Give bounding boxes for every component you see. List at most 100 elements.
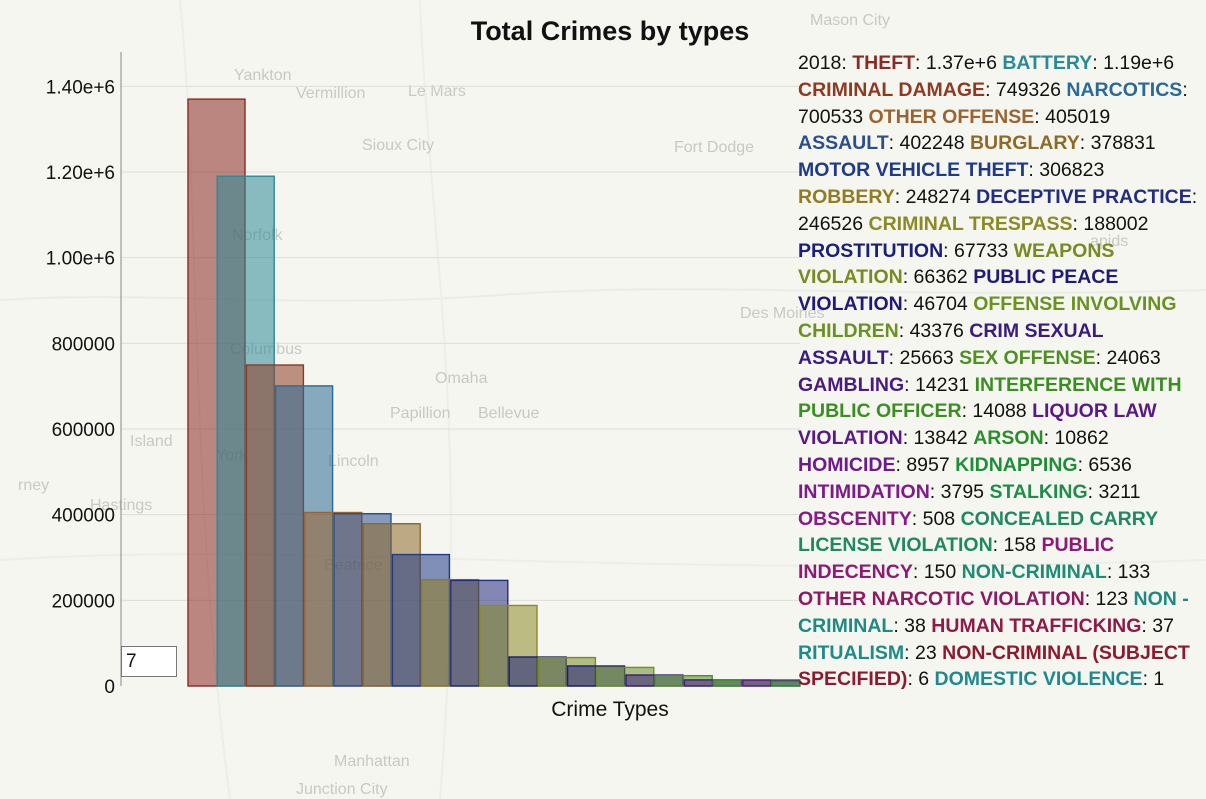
legend-entry-value: : 3795 (929, 480, 985, 503)
legend-entry-label: CRIMINAL TRESPASS (868, 212, 1073, 235)
legend-entry: NARCOTICS: 700533 (798, 79, 1188, 128)
legend-entry: KIDNAPPING: 6536 (955, 454, 1132, 476)
legend-entry-label: PUBLIC INDECENCY (798, 534, 1115, 584)
legend-entry-label: STALKING (989, 480, 1088, 503)
legend-entry-label: CRIMINAL DAMAGE (798, 78, 986, 101)
legend-entry: THEFT: 1.37e+6 (852, 52, 997, 74)
legend-entry-label: RITUALISM (798, 641, 905, 664)
legend-entry-value: : 508 (911, 507, 956, 530)
legend-entry: WEAPONS VIOLATION: 66362 (798, 240, 1114, 289)
legend-entry-label: THEFT (852, 52, 916, 74)
map-place-label: Des Moines (740, 305, 824, 322)
legend-entry-value: : 150 (912, 561, 957, 584)
legend-entry: PUBLIC PEACE VIOLATION: 46704 (798, 266, 1118, 315)
bar-arson[interactable] (771, 680, 801, 687)
frame-input[interactable] (121, 646, 177, 677)
legend-entry-value: : 38 (893, 614, 926, 637)
x-axis-label: Crime Types (551, 698, 668, 721)
y-tick-label: 0 (104, 677, 115, 698)
map-place-label: Junction City (296, 781, 388, 798)
legend-entry-label: HUMAN TRAFFICKING (931, 614, 1142, 637)
legend-entry-value: : 43376 (898, 319, 964, 342)
legend-entry-label: SEX OFFENSE (959, 346, 1096, 369)
legend-entry-value: : 3211 (1087, 480, 1141, 503)
legend-entry-value: : 133 (1106, 561, 1151, 584)
y-tick-label: 400000 (52, 506, 115, 527)
legend-entry: INTIMIDATION: 3795 (798, 481, 984, 503)
legend-entry: ASSAULT: 402248 (798, 132, 965, 154)
legend-entry: GAMBLING: 14231 (798, 374, 969, 396)
legend-entry: DECEPTIVE PRACTICE: 246526 (798, 186, 1197, 235)
bars (187, 98, 801, 687)
legend-entry-label: NON-CRIMINAL (961, 561, 1107, 584)
legend-entry-value: : 306823 (1028, 159, 1105, 182)
legend-entry-label: ASSAULT (798, 132, 889, 155)
map-road (0, 553, 1206, 567)
map-place-label: Lincoln (328, 453, 379, 470)
legend-entry-label: PROSTITUTION (798, 239, 944, 262)
y-tick-label: 1.40e+6 (46, 77, 115, 98)
legend-entry: NON-CRIMINAL: 133 (962, 561, 1151, 583)
map-place-label: Island (130, 433, 173, 450)
map-place-label: Vermillion (296, 85, 365, 102)
legend-entry-label: DOMESTIC VIOLENCE (934, 668, 1143, 691)
legend-entry-label: HOMICIDE (798, 453, 896, 476)
legend-entry: ROBBERY: 248274 (798, 186, 971, 208)
legend-entry-label: OBSCENITY (798, 507, 912, 530)
legend-entry: SEX OFFENSE: 24063 (959, 347, 1161, 369)
legend-entry-label: KIDNAPPING (955, 453, 1078, 476)
legend-entry-label: NON - CRIMINAL (798, 587, 1189, 637)
legend-entry-label: PUBLIC PEACE VIOLATION (798, 266, 1119, 316)
legend-entry-value: : 405019 (1034, 105, 1111, 128)
legend-entry: CONCEALED CARRY LICENSE VIOLATION: 158 (798, 508, 1158, 557)
legend-entry: OTHER NARCOTIC VIOLATION: 123 (798, 588, 1128, 610)
map-place-label: Bellevue (478, 405, 539, 422)
legend-entry: BATTERY: 1.19e+6 (1002, 52, 1174, 74)
legend-entry-label: WEAPONS VIOLATION (798, 239, 1115, 289)
legend-entry-value: : 749326 (985, 78, 1061, 101)
legend-entry-label: CRIM SEXUAL ASSAULT (798, 319, 1104, 369)
legend-entry: BURGLARY: 378831 (970, 132, 1156, 154)
legend-entry: HUMAN TRAFFICKING: 37 (931, 615, 1174, 637)
legend-entry-value: : 1.19e+6 (1092, 52, 1175, 74)
y-tick-label: 800000 (52, 334, 115, 355)
legend-entry: INTERFERENCE WITH PUBLIC OFFICER: 14088 (798, 374, 1182, 423)
legend-entry: CRIMINAL DAMAGE: 749326 (798, 79, 1061, 101)
y-tick-label: 1.00e+6 (46, 249, 115, 270)
map-place-label: Fort Dodge (674, 139, 754, 156)
legend-entry-value: : 25663 (888, 346, 954, 369)
legend-entry-value: : 1.37e+6 (915, 52, 997, 74)
legend-entry-value: : 248274 (894, 185, 971, 208)
map-place-label: Yankton (234, 67, 292, 84)
map-place-label: Manhattan (334, 753, 410, 770)
legend-entry-value: : 24063 (1095, 346, 1161, 369)
legend-entry-value: : 158 (992, 534, 1037, 557)
legend-entry-value: : 13842 (902, 427, 968, 450)
legend-entry: HOMICIDE: 8957 (798, 454, 950, 476)
legend-entry-value: : 46704 (902, 293, 968, 316)
legend-entry-label: INTERFERENCE WITH PUBLIC OFFICER (798, 373, 1182, 423)
legend-year: 2018: (798, 52, 853, 74)
chart-title: Total Crimes by types (471, 16, 750, 46)
map-place-label: Omaha (435, 370, 488, 387)
legend-entry-value: : 14231 (904, 373, 970, 396)
legend-entry-label: OFFENSE INVOLVING CHILDREN (798, 293, 1177, 342)
legend-entry: OTHER OFFENSE: 405019 (869, 106, 1111, 128)
legend-entry-label: CONCEALED CARRY LICENSE VIOLATION (798, 507, 1158, 557)
legend-entry-value: : 700533 (798, 78, 1188, 128)
legend-entry-label: INTIMIDATION (798, 480, 930, 503)
legend-entry-label: GAMBLING (798, 373, 905, 396)
legend-entry-value: : 188002 (1072, 212, 1149, 235)
legend-entry: PUBLIC INDECENCY: 150 (798, 534, 1114, 583)
bar-criminal-trespass[interactable] (479, 604, 538, 687)
legend-entry-value: : 8957 (895, 453, 950, 476)
legend-entry: STALKING: 3211 (989, 481, 1140, 503)
legend-entry: PROSTITUTION: 67733 (798, 240, 1008, 262)
map-place-label: Le Mars (408, 83, 466, 100)
legend-entry-value: : 378831 (1079, 132, 1156, 155)
map-road (0, 288, 1206, 302)
y-tick-label: 200000 (52, 591, 115, 612)
legend-entry: OBSCENITY: 508 (798, 508, 955, 530)
y-tick-label: 1.20e+6 (46, 163, 115, 184)
legend-entry-value: : 123 (1084, 587, 1129, 610)
